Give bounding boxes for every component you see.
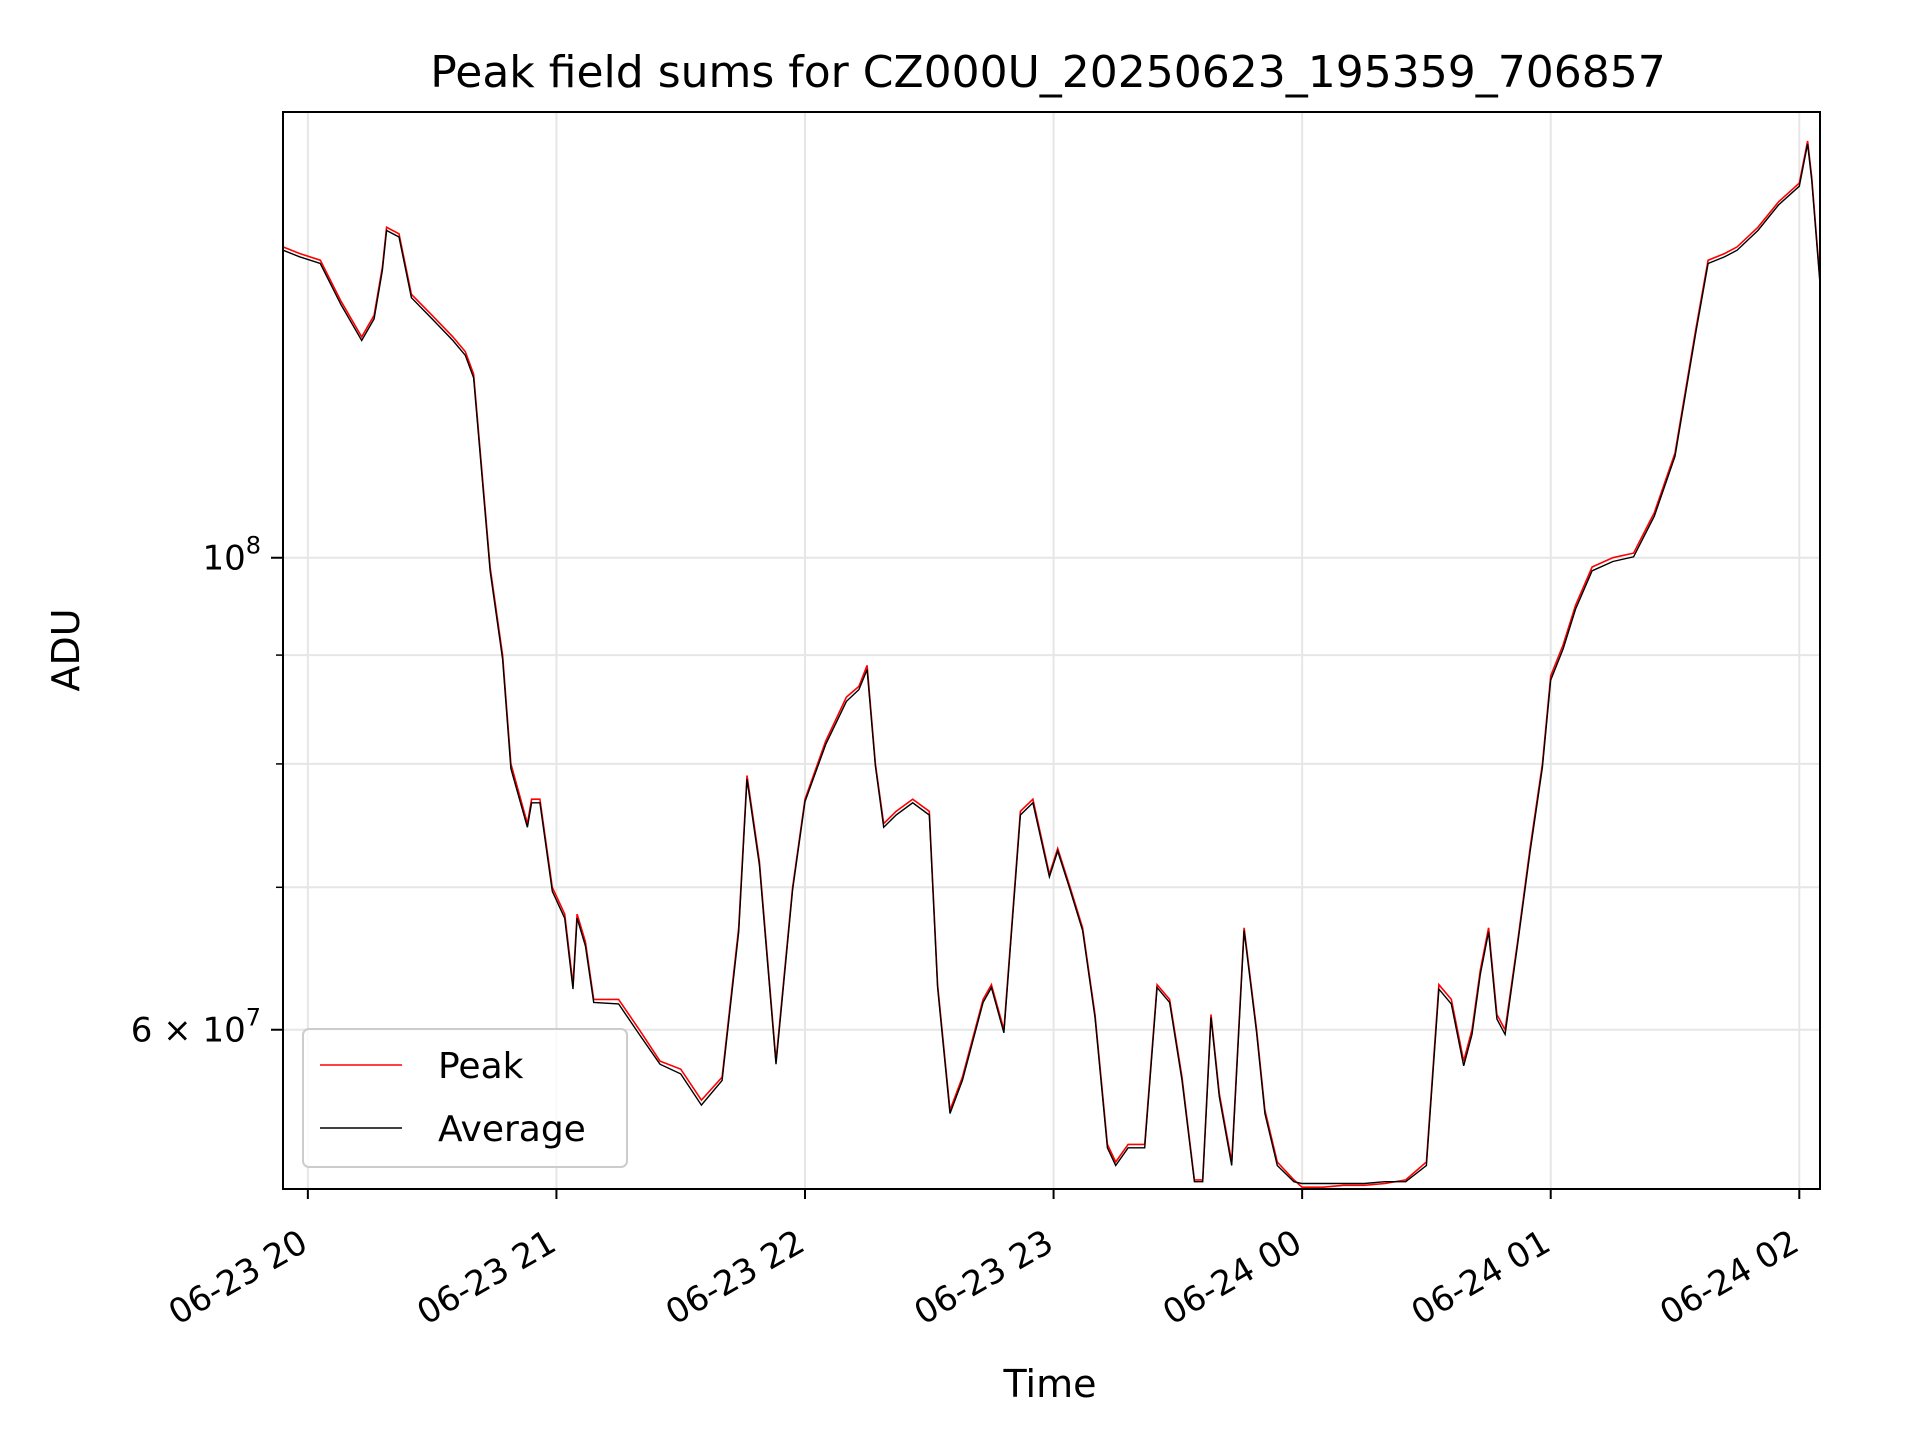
y-tick-label-base: 10 [202,539,245,579]
legend-label-average: Average [438,1109,586,1150]
legend: Peak Average [302,1028,628,1168]
plot-frame [282,111,1821,1190]
y-axis-label: ADU [44,608,88,691]
y-tick-label-exponent: 8 [246,532,261,560]
series-line-average [282,143,1821,1185]
y-tick-label: 108 [202,532,261,579]
legend-box [302,1028,628,1168]
y-tick-label-base: 6 × 10 [131,1011,246,1051]
grid-layer [283,112,1820,1189]
x-axis-label: Time [1003,1362,1097,1406]
y-axis-ticks: 108 6 × 107 [131,532,283,1051]
plot-area [282,140,1821,1188]
chart-title: Peak field sums for CZ000U_20250623_1953… [430,47,1665,98]
y-tick-label: 6 × 107 [131,1004,261,1051]
legend-label-peak: Peak [438,1046,524,1087]
y-tick-label-exponent: 7 [246,1004,261,1032]
